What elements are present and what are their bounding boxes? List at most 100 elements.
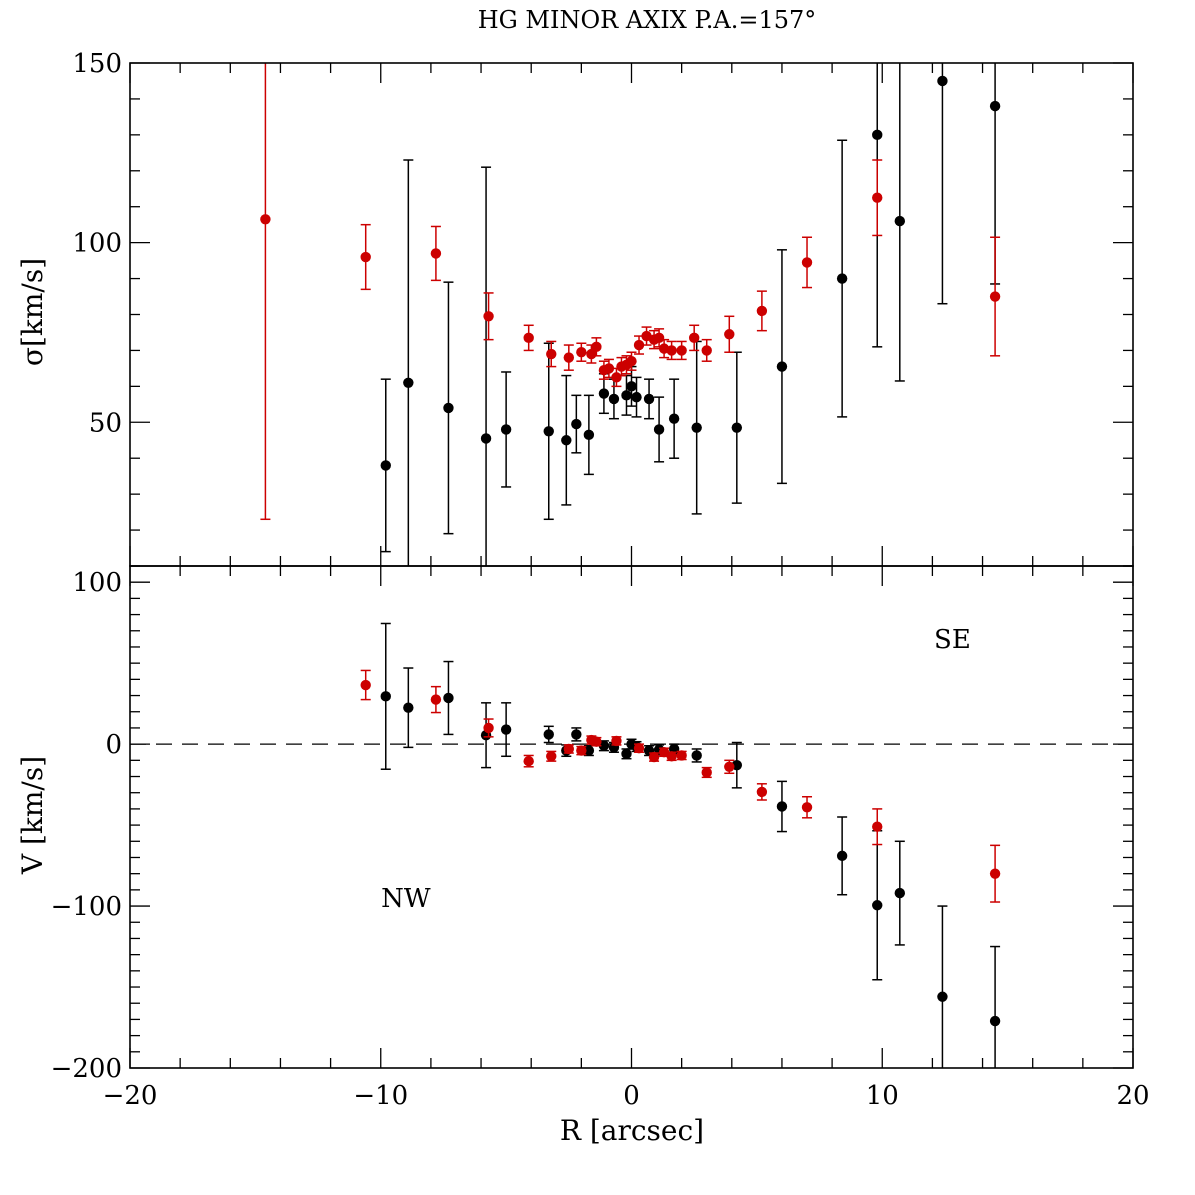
y-tick-label: 150 [72, 49, 122, 79]
data-point [666, 751, 677, 762]
data-point [937, 75, 948, 87]
data-point [611, 372, 622, 383]
data-point [611, 735, 622, 747]
data-point [633, 742, 645, 754]
data-point [403, 377, 414, 388]
data-point [724, 761, 735, 772]
data-point [598, 388, 610, 399]
data-point [430, 694, 442, 705]
y-tick-label: 100 [72, 229, 122, 259]
data-point [989, 868, 1001, 879]
data-point [776, 361, 788, 372]
data-point [731, 422, 743, 433]
data-point [380, 691, 391, 702]
data-point [603, 363, 615, 374]
data-point [836, 850, 848, 862]
y-tick-label: 50 [89, 408, 122, 438]
data-point [576, 347, 587, 358]
data-point [523, 755, 534, 767]
data-point [543, 426, 554, 437]
data-point [430, 248, 442, 259]
data-point [894, 215, 906, 227]
y-tick-label: 100 [72, 568, 122, 598]
data-point [403, 702, 414, 713]
data-point [666, 345, 677, 356]
data-point [380, 460, 391, 471]
data-point [621, 390, 632, 401]
data-point [801, 802, 813, 813]
data-point [621, 748, 632, 760]
data-point [546, 751, 557, 762]
data-point [500, 424, 512, 435]
data-point [801, 257, 813, 268]
data-point [260, 214, 271, 225]
data-point [443, 402, 454, 414]
y-tick-label: −200 [51, 1054, 122, 1084]
data-point [480, 433, 492, 444]
data-point [631, 391, 642, 403]
data-point [872, 192, 883, 203]
data-point [894, 887, 906, 899]
data-point [591, 736, 602, 747]
x-tick-label: 0 [623, 1081, 640, 1111]
data-point [626, 381, 637, 392]
data-point [591, 341, 602, 353]
data-point [653, 424, 665, 435]
data-point [872, 900, 883, 911]
data-point [691, 422, 702, 433]
x-tick-label: −10 [353, 1081, 408, 1111]
chart-title: HG MINOR AXIX P.A.=157° [478, 6, 817, 34]
data-point [546, 348, 557, 360]
data-point [756, 786, 768, 798]
data-point [724, 329, 735, 340]
data-point [360, 679, 371, 691]
data-group [260, 63, 1001, 566]
data-point [360, 251, 371, 263]
panel-velocity: −200 −100 0 100 SE NW [51, 565, 1134, 1084]
data-point [483, 311, 494, 322]
y-tick-label: 0 [105, 730, 122, 760]
y-axis-label-sigma: σ[km/s] [16, 258, 49, 366]
panel-frame [129, 565, 1134, 1069]
data-point [571, 729, 582, 740]
data-point [563, 352, 575, 363]
data-point [676, 750, 687, 761]
y-tick-label: −100 [51, 892, 122, 922]
data-point [872, 821, 883, 832]
data-point [648, 751, 660, 763]
data-point [583, 745, 595, 756]
data-point [989, 291, 1001, 302]
x-tick-label: −20 [103, 1081, 158, 1111]
data-point [500, 724, 512, 735]
data-point [676, 345, 687, 356]
data-point [576, 745, 587, 756]
data-point [776, 801, 788, 812]
data-point [872, 129, 883, 141]
data-point [836, 273, 848, 284]
panel-sigma: 50 100 150 [72, 49, 1134, 567]
data-point [561, 435, 572, 446]
data-point [701, 767, 712, 778]
annotation-nw: NW [381, 884, 431, 914]
data-point [571, 418, 582, 430]
data-point [989, 100, 1001, 112]
data-point [583, 429, 595, 441]
data-point [626, 356, 637, 367]
data-point [483, 722, 494, 734]
data-point [543, 729, 554, 740]
data-group [360, 622, 1001, 1068]
x-axis-label: R [arcsec] [560, 1114, 704, 1147]
data-point [691, 750, 702, 761]
data-point [633, 339, 645, 351]
data-point [688, 332, 700, 344]
x-tick-label: 10 [866, 1081, 899, 1111]
data-point [443, 692, 454, 704]
data-point [653, 332, 665, 344]
annotation-se: SE [934, 625, 971, 655]
data-point [989, 1015, 1001, 1027]
data-point [668, 413, 680, 424]
data-point [937, 991, 948, 1002]
data-point [701, 345, 712, 356]
